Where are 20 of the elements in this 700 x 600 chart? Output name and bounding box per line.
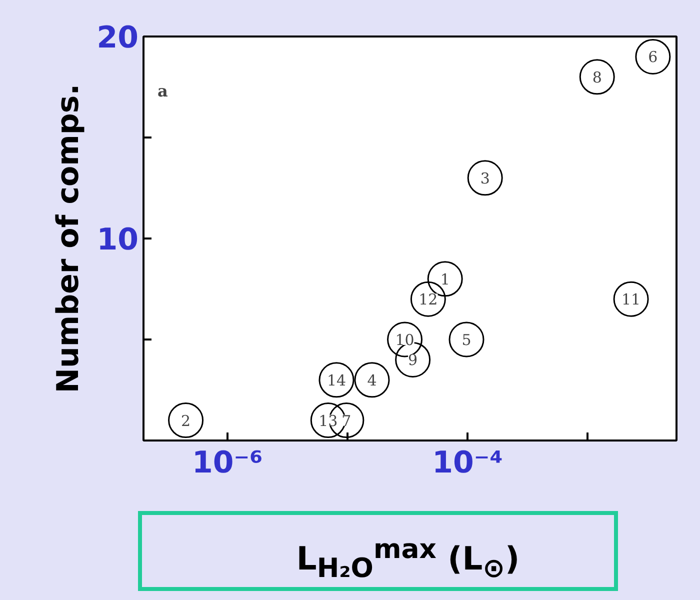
annotation: 1: [440, 270, 450, 288]
annotation: 10: [395, 331, 414, 349]
annotation: 12: [418, 290, 438, 309]
annotation: 5: [462, 331, 472, 349]
annotation: 3: [480, 169, 490, 188]
annotation: 6: [648, 48, 658, 66]
annotation: 7: [342, 412, 352, 430]
annotation: 4: [367, 371, 377, 390]
y-tick-label: 20: [96, 20, 138, 56]
annotation: a: [158, 82, 168, 100]
annotation: 14: [326, 371, 346, 390]
annotation: 11: [621, 290, 641, 309]
x-tick-label: 10⁻⁶: [192, 446, 263, 480]
annotation: 2: [181, 412, 191, 430]
annotation: 8: [592, 68, 602, 86]
x-axis-title: L$_{H₂O}$$^{max}$ (L$_{⊙}$): [296, 533, 520, 586]
y-axis-title: Number of comps.: [50, 84, 86, 394]
x-tick-label: 10⁻⁴: [432, 446, 503, 480]
annotation: 9: [408, 351, 418, 370]
annotation: 13: [318, 412, 338, 430]
